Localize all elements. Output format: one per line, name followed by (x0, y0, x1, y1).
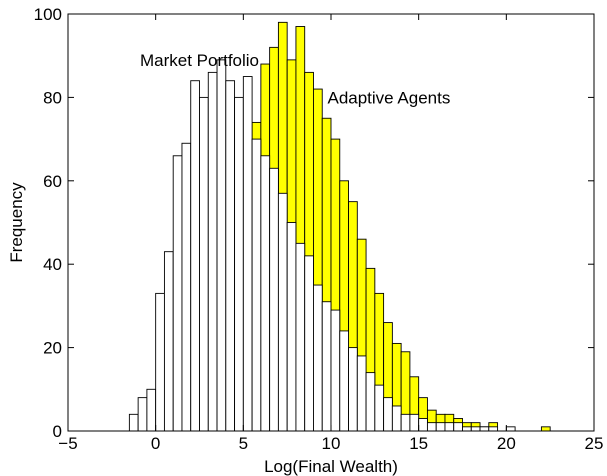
bar-market-portfolio (321, 301, 332, 432)
bar-market-portfolio (269, 167, 279, 432)
bar-market-portfolio (348, 347, 358, 432)
bar-market-portfolio (374, 384, 385, 432)
x-tick-label: 25 (585, 434, 604, 453)
bar-market-portfolio (225, 80, 236, 432)
bar-market-portfolio (505, 426, 516, 432)
y-tick-label: 100 (34, 5, 62, 24)
bar-market-portfolio (444, 422, 455, 432)
bar-market-portfolio (391, 405, 402, 432)
annotation-market-portfolio: Market Portfolio (140, 51, 259, 70)
bar-adaptive-agents (540, 426, 551, 432)
bar-market-portfolio (453, 422, 463, 432)
x-tick-label: 10 (322, 434, 341, 453)
bar-market-portfolio (295, 242, 306, 432)
y-tick-label: 40 (43, 255, 62, 274)
y-axis-title: Frequency (7, 182, 26, 263)
annotation-adaptive-agents: Adaptive Agents (327, 88, 450, 107)
y-tick-label: 20 (43, 339, 62, 358)
bar-market-portfolio (251, 138, 262, 432)
bar-market-portfolio (190, 80, 200, 432)
bar-market-portfolio (216, 59, 227, 432)
bar-market-portfolio (435, 422, 446, 432)
bar-market-portfolio (128, 413, 139, 432)
bar-market-portfolio (199, 96, 209, 432)
bar-market-portfolio (146, 388, 157, 432)
bar-market-portfolio (277, 192, 288, 432)
bar-market-portfolio (181, 142, 192, 432)
bar-market-portfolio (313, 284, 323, 432)
bar-market-portfolio (163, 251, 174, 432)
bar-market-portfolio (242, 76, 253, 432)
y-tick-label: 80 (43, 88, 62, 107)
x-tick-label: 0 (151, 434, 160, 453)
bar-market-portfolio (488, 426, 499, 432)
bar-market-portfolio (365, 372, 376, 432)
bar-market-portfolio (172, 155, 183, 432)
bar-market-portfolio (207, 71, 218, 432)
bar-market-portfolio (418, 418, 428, 432)
bar-market-portfolio (479, 426, 490, 432)
x-axis-title: Log(Final Wealth) (264, 457, 398, 476)
bar-market-portfolio (137, 397, 148, 432)
x-tick-label: 15 (409, 434, 428, 453)
bar-market-portfolio (426, 422, 437, 432)
y-tick-label: 0 (53, 422, 62, 441)
bar-market-portfolio (400, 413, 411, 432)
y-tick-label: 60 (43, 172, 62, 191)
bar-market-portfolio (330, 309, 341, 432)
bar-market-portfolio (409, 413, 420, 432)
bar-market-portfolio (462, 426, 472, 432)
bar-market-portfolio (286, 222, 297, 432)
bar-market-portfolio (339, 330, 349, 432)
bar-market-portfolio (470, 426, 481, 432)
bar-market-portfolio (383, 397, 393, 432)
bar-market-portfolio (155, 292, 165, 432)
bar-market-portfolio (304, 255, 314, 432)
bar-market-portfolio (356, 355, 367, 432)
bar-market-portfolio (260, 155, 271, 432)
x-tick-label: 20 (497, 434, 516, 453)
bar-market-portfolio (234, 96, 244, 432)
x-tick-label: 5 (239, 434, 248, 453)
x-tick-label: −5 (58, 434, 77, 453)
